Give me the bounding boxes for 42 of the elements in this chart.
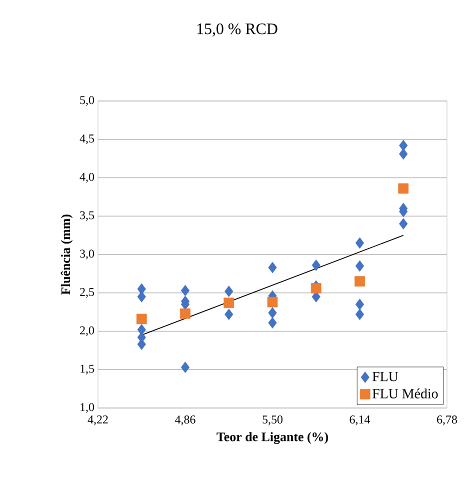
point [310, 283, 322, 294]
y-tick-label: 2,0 [80, 326, 94, 336]
point [180, 362, 190, 373]
point [398, 183, 409, 194]
x-tick-label: 4,22 [88, 415, 108, 426]
x-axis-title: Teor de Ligante (%) [216, 432, 328, 444]
x-tick-label: 5,50 [262, 415, 282, 426]
point [355, 298, 364, 310]
legend-label: FLU [372, 372, 398, 382]
y-tick-label: 1,0 [80, 403, 94, 413]
point [312, 260, 320, 271]
y-tick-label: 2,5 [80, 288, 94, 298]
point [180, 308, 190, 319]
point [224, 308, 234, 320]
point [399, 140, 408, 152]
point [268, 317, 277, 328]
point [267, 296, 278, 308]
point [268, 262, 277, 274]
chart-title: 15,0 % RCD [197, 23, 278, 37]
point [355, 308, 364, 320]
x-tick-label: 6,78 [437, 415, 457, 426]
point [355, 237, 364, 249]
point [354, 276, 365, 287]
x-tick-label: 4,86 [175, 415, 196, 426]
point [399, 218, 408, 230]
point [224, 286, 234, 298]
point [224, 298, 234, 308]
point [136, 314, 147, 324]
legend-label: FLU Médio [372, 388, 438, 398]
point [355, 260, 364, 272]
y-tick-label: 4,0 [80, 172, 94, 183]
point [137, 291, 146, 302]
point [268, 307, 277, 319]
y-tick-label: 1,5 [80, 364, 94, 374]
x-tick-label: 6,14 [350, 415, 370, 426]
point [399, 148, 408, 160]
y-tick-label: 3,0 [80, 250, 94, 260]
y-tick-label: 5,0 [80, 96, 94, 106]
y-tick-label: 3,5 [80, 211, 94, 222]
y-tick-label: 4,5 [80, 134, 94, 144]
point [180, 284, 190, 296]
y-axis-title: Fluência (mm) [60, 214, 73, 295]
